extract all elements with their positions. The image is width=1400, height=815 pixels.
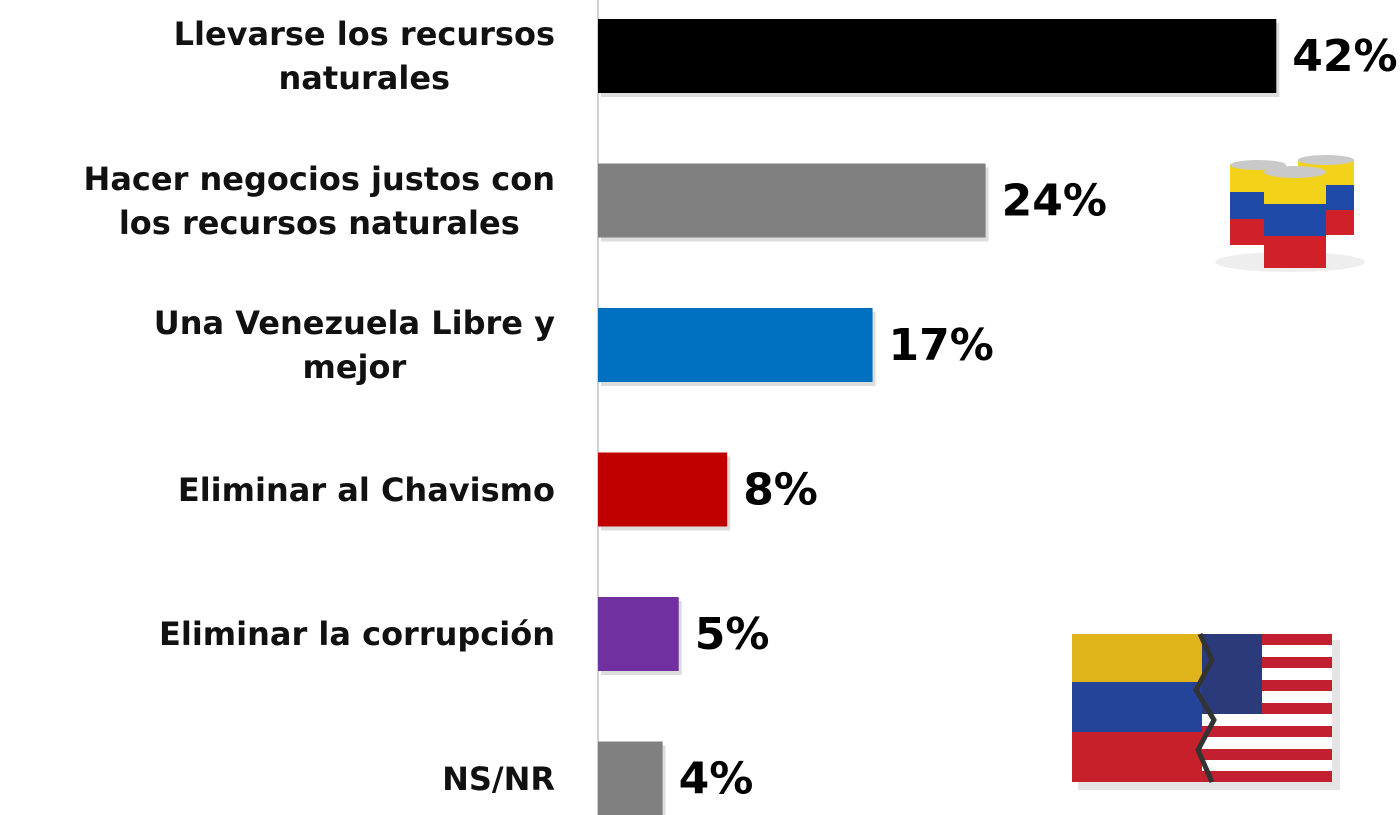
value-label: 4% xyxy=(679,754,754,805)
value-label: 8% xyxy=(743,465,818,516)
category-label: Eliminar la corrupción xyxy=(158,615,555,653)
category-label: Una Venezuela Libre y mejor xyxy=(153,304,555,386)
value-label: 24% xyxy=(1002,176,1107,227)
value-label: 5% xyxy=(695,609,770,660)
barrels-image xyxy=(1215,155,1365,272)
bar xyxy=(598,452,728,527)
value-label: 17% xyxy=(889,320,994,371)
value-label: 42% xyxy=(1292,31,1397,82)
flags-image xyxy=(1072,632,1340,790)
bar xyxy=(598,597,679,671)
bar xyxy=(598,19,1277,93)
bar xyxy=(598,163,986,238)
category-label: Hacer negocios justos con los recursos n… xyxy=(83,159,555,242)
bar xyxy=(598,741,663,815)
category-label: Eliminar al Chavismo xyxy=(177,470,555,509)
category-label: Llevarse los recursos naturales xyxy=(173,15,555,97)
bar xyxy=(598,308,873,382)
category-label: NS/NR xyxy=(442,759,555,798)
